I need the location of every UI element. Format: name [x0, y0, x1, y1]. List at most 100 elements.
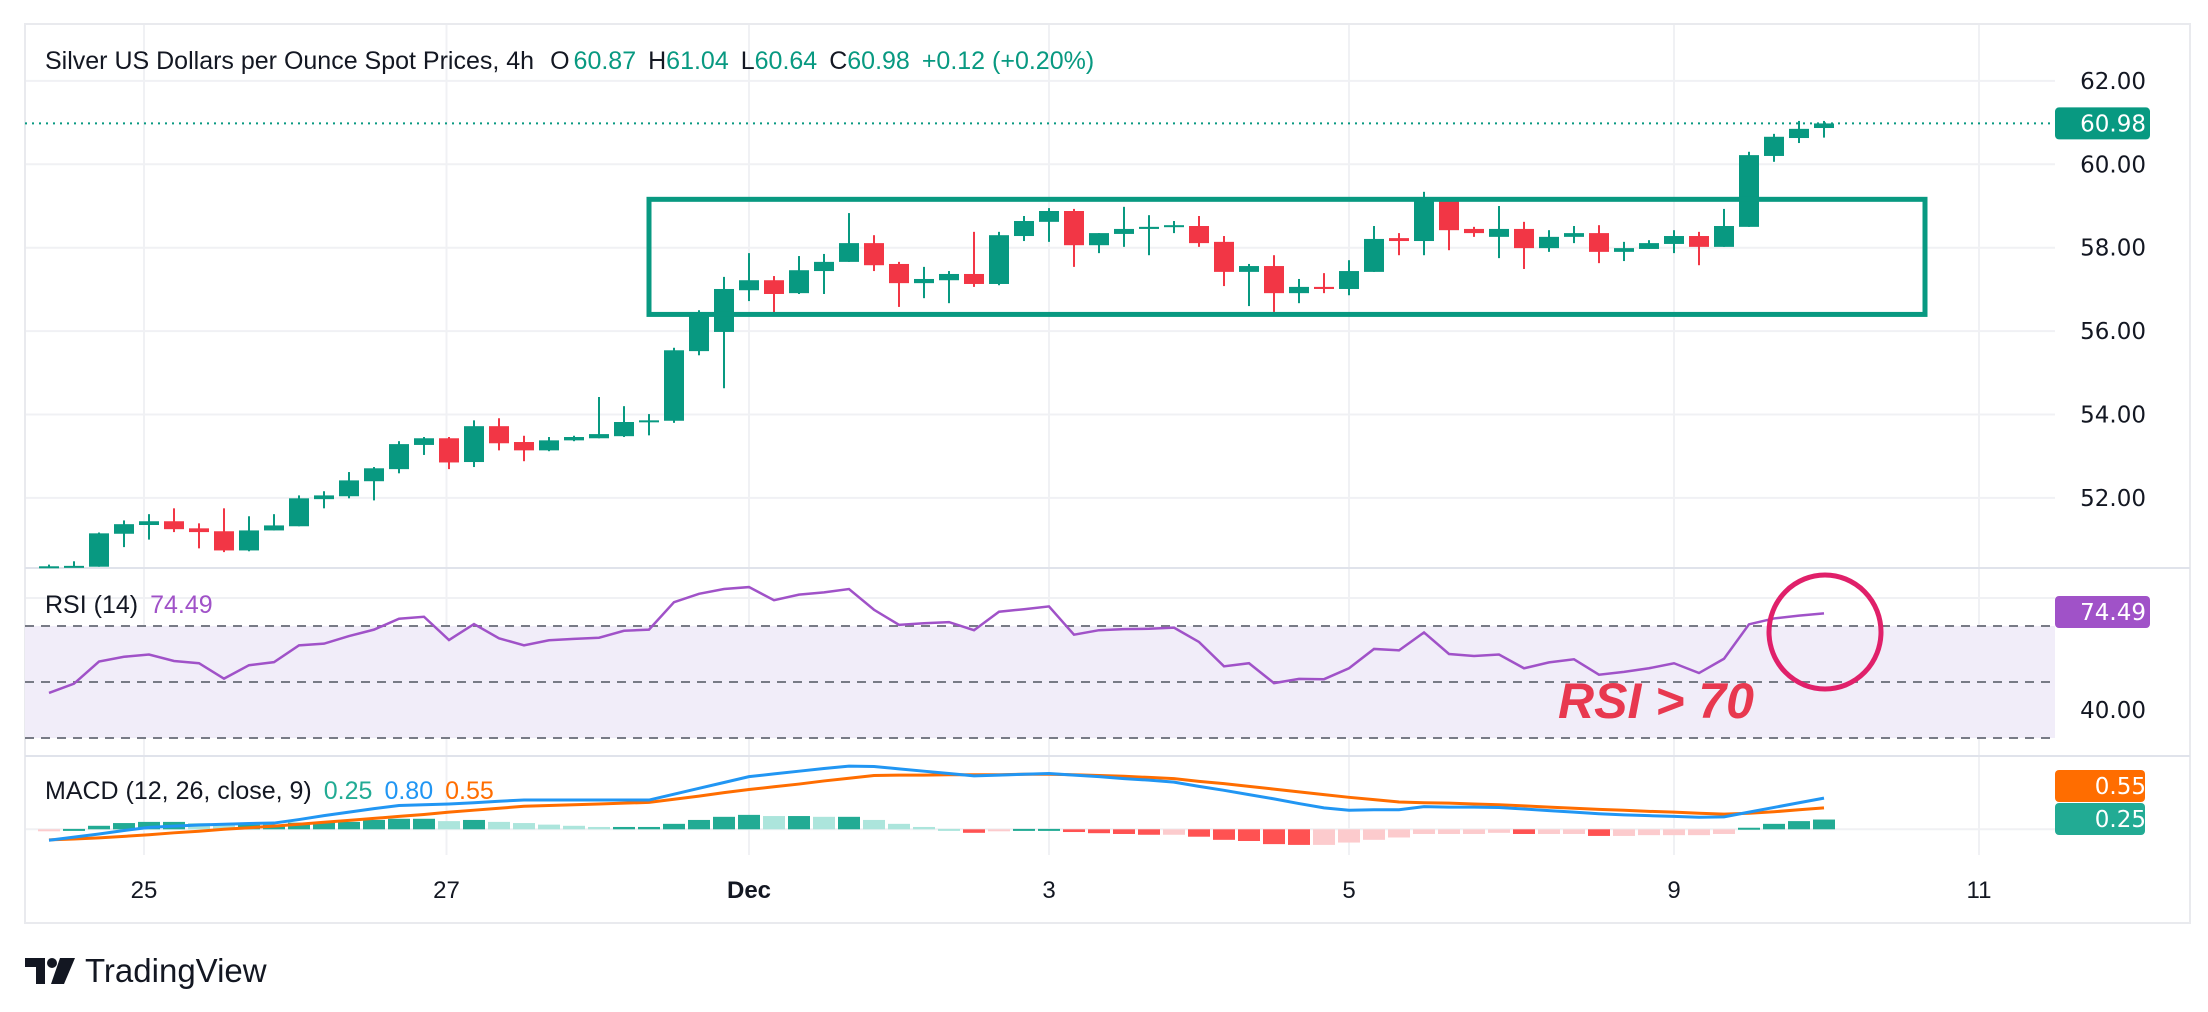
candle-body — [989, 235, 1009, 284]
candle — [1389, 233, 1409, 256]
candle — [514, 435, 534, 462]
candle-body — [739, 280, 759, 291]
macd-value: 0.80 — [384, 777, 434, 805]
candle — [1089, 233, 1109, 254]
candle-body — [139, 521, 159, 526]
candle — [739, 253, 759, 302]
candle-body — [1489, 228, 1509, 237]
candle — [114, 520, 134, 548]
candle — [439, 437, 459, 470]
macd-histogram-bar — [488, 821, 510, 830]
price-axis-label: 58.00 — [2080, 236, 2146, 262]
candle-body — [1664, 236, 1684, 244]
candle-body — [1139, 226, 1159, 229]
candle — [1289, 278, 1309, 304]
macd-histogram-bar — [1463, 829, 1485, 834]
candle-body — [364, 468, 384, 482]
macd-histogram-bar — [988, 829, 1010, 832]
macd-histogram-bar — [313, 822, 335, 830]
candle-body — [614, 422, 634, 437]
macd-histogram-bar — [1413, 829, 1435, 834]
candle-body — [1189, 226, 1209, 244]
macd-hist-value: 0.25 — [323, 777, 373, 805]
candle — [1789, 120, 1809, 144]
candle-body — [639, 420, 659, 423]
candle-body — [1389, 238, 1409, 242]
candle-body — [1814, 123, 1834, 129]
candle — [139, 514, 159, 540]
last-price-badge: 60.98 — [2055, 107, 2150, 140]
macd-histogram-bar — [1163, 829, 1185, 835]
tradingview-logo[interactable]: TradingView — [25, 952, 267, 990]
macd-histogram-bar — [1238, 829, 1260, 841]
candle-body — [289, 498, 309, 527]
candle — [1439, 198, 1459, 251]
macd-histogram-bar — [788, 816, 810, 830]
candle — [314, 491, 334, 509]
candle — [239, 516, 259, 552]
price-axis-label: 52.00 — [2080, 486, 2146, 512]
rsi-legend: RSI (14) 74.49 — [45, 591, 225, 620]
macd-histogram-bar — [1338, 829, 1360, 843]
macd-histogram-badge-text: 0.25 — [2095, 807, 2146, 833]
candle — [1589, 225, 1609, 264]
macd-histogram-bar — [1563, 829, 1585, 834]
price-legend: Silver US Dollars per Ounce Spot Prices,… — [45, 47, 1106, 76]
rsi-line — [48, 585, 1825, 695]
macd-histogram-bar — [138, 821, 160, 830]
candle — [1239, 263, 1259, 307]
candle — [589, 396, 609, 439]
candle — [1739, 151, 1759, 227]
tradingview-wordmark: TradingView — [85, 952, 267, 989]
candle — [889, 261, 909, 307]
candle-body — [1539, 236, 1559, 249]
candle-body — [1039, 211, 1059, 222]
candle-body — [264, 525, 284, 531]
macd-histogram-bar — [1663, 829, 1685, 836]
time-axis-label: 27 — [433, 877, 460, 904]
macd-histogram-bar — [1438, 829, 1460, 834]
candle-body — [1439, 200, 1459, 231]
candle-body — [714, 288, 734, 332]
macd-signal-badge: 0.55 — [2055, 770, 2146, 802]
candle — [1514, 221, 1534, 269]
candle-body — [489, 426, 509, 444]
candle-body — [1339, 271, 1359, 289]
macd-histogram-bar — [963, 829, 985, 833]
macd-histogram-bar — [1263, 829, 1285, 845]
candle-body — [1314, 286, 1334, 289]
candle — [464, 420, 484, 468]
high-label: H — [648, 47, 667, 75]
candle-body — [1164, 225, 1184, 228]
candle-body — [689, 312, 709, 352]
macd-histogram-bar — [1788, 821, 1810, 830]
macd-histogram-bar — [713, 816, 735, 830]
macd-histogram-bar — [538, 824, 560, 830]
candle — [1464, 226, 1484, 237]
candle-body — [114, 524, 134, 534]
macd-histogram-bar — [113, 823, 135, 830]
time-axis-label: 25 — [131, 877, 158, 904]
macd-histogram-bar — [588, 826, 610, 830]
price-axis-label: 56.00 — [2080, 319, 2146, 345]
macd-histogram-bar — [813, 816, 835, 830]
low-label: L — [740, 47, 755, 75]
macd-signal-line — [48, 772, 1825, 842]
macd-histogram-bar — [88, 825, 110, 830]
macd-histogram-bar — [1313, 829, 1335, 845]
macd-histogram-bar — [688, 819, 710, 830]
macd-histogram-bar — [288, 822, 310, 830]
candle — [1039, 208, 1059, 242]
rsi-annotation-text: RSI > 70 — [1558, 673, 1754, 729]
candle-body — [389, 444, 409, 470]
macd-histogram-bar — [338, 821, 360, 830]
candle-body — [1214, 241, 1234, 272]
candle-body — [339, 480, 359, 497]
macd-histogram-bar — [1738, 827, 1760, 830]
macd-histogram-bar — [738, 814, 760, 830]
candle-body — [764, 280, 784, 294]
macd-histogram-bar — [1538, 829, 1560, 834]
macd-histogram-bar — [613, 826, 635, 830]
macd-histogram-bar — [1713, 829, 1735, 834]
